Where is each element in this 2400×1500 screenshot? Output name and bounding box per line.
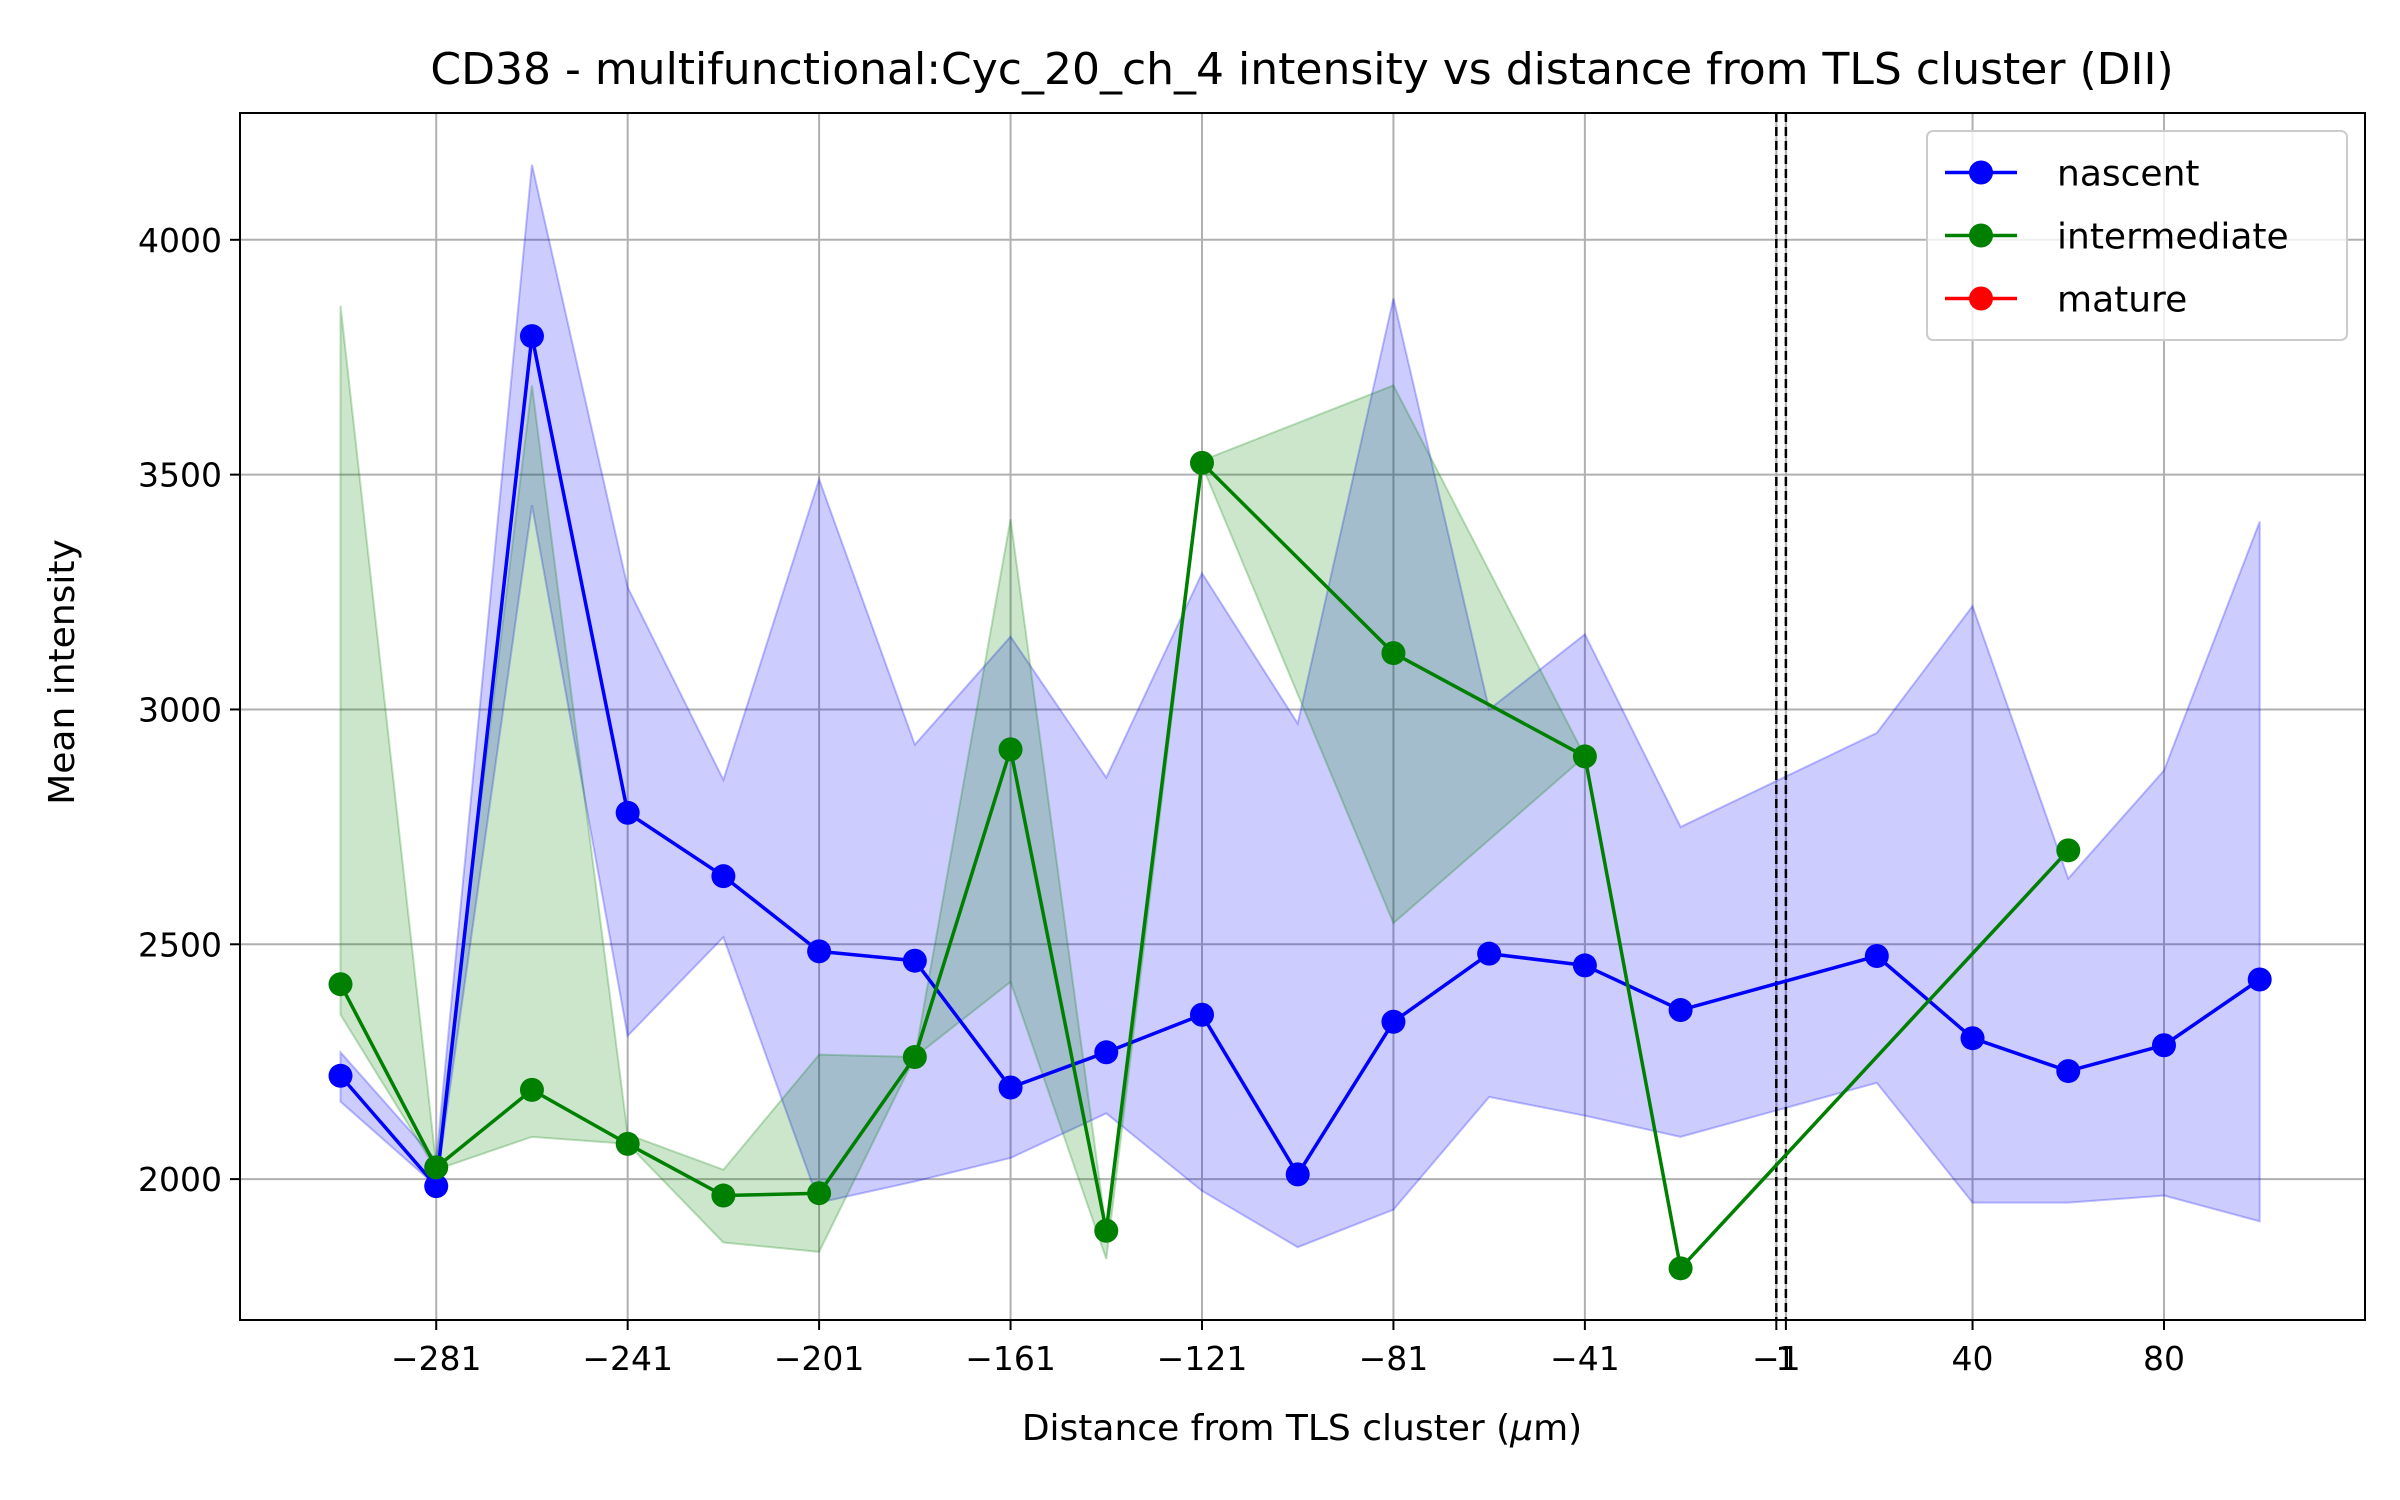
y-tick-label: 2500 bbox=[138, 925, 222, 964]
nascent-point bbox=[1285, 1162, 1310, 1187]
nascent-point bbox=[1189, 1002, 1214, 1027]
nascent-point bbox=[1477, 941, 1502, 966]
x-tick-label: −241 bbox=[582, 1339, 673, 1378]
nascent-band bbox=[339, 164, 2261, 1249]
nascent-line bbox=[339, 334, 2261, 1188]
legend: nascent intermediate mature bbox=[1926, 130, 2348, 341]
intermediate-point bbox=[328, 972, 353, 997]
intermediate-point bbox=[807, 1181, 832, 1206]
nascent-point bbox=[807, 939, 832, 964]
x-tick-label: 80 bbox=[2143, 1339, 2185, 1378]
x-axis-title: Distance from TLS cluster (μm) bbox=[1022, 1408, 1582, 1449]
intermediate-point bbox=[1189, 450, 1214, 475]
nascent-point bbox=[615, 800, 640, 825]
x-tick-label: −121 bbox=[1157, 1339, 1248, 1378]
intermediate-point bbox=[615, 1131, 640, 1156]
nascent-point bbox=[328, 1063, 353, 1088]
x-tick-label: −81 bbox=[1359, 1339, 1429, 1378]
legend-nascent-marker bbox=[1969, 160, 1993, 185]
nascent-point bbox=[1572, 953, 1597, 978]
x-tick-label: −201 bbox=[774, 1339, 865, 1378]
nascent-point bbox=[2247, 967, 2272, 992]
legend-mature-label: mature bbox=[2057, 280, 2187, 321]
nascent-point bbox=[1668, 998, 1693, 1023]
intermediate-point bbox=[1094, 1218, 1119, 1243]
nascent-point bbox=[2056, 1059, 2081, 1084]
intermediate-point bbox=[1381, 641, 1406, 666]
axis-ticks: −281 −241 −201 −161 −121 −81 −41 −11 40 80 2000 250… bbox=[138, 221, 2185, 1378]
x-tick-label: 1 bbox=[1775, 1339, 1796, 1378]
x-tick-label: −161 bbox=[965, 1339, 1056, 1378]
intermediate-point bbox=[1668, 1256, 1693, 1281]
chart-title: CD38 - multifunctional:Cyc_20_ch_4 inten… bbox=[430, 44, 2173, 95]
intermediate-point bbox=[519, 1077, 544, 1102]
intermediate-point bbox=[424, 1155, 449, 1180]
nascent-point bbox=[1960, 1026, 1985, 1051]
intermediate-point bbox=[2056, 838, 2081, 863]
intermediate-point bbox=[1572, 744, 1597, 769]
nascent-point bbox=[1864, 944, 1889, 969]
x-tick-label: −281 bbox=[391, 1339, 482, 1378]
intermediate-point bbox=[711, 1183, 736, 1208]
legend-intermediate-label: intermediate bbox=[2057, 217, 2289, 258]
nascent-point bbox=[519, 324, 544, 349]
intermediate-point bbox=[902, 1044, 927, 1069]
nascent-point bbox=[998, 1075, 1023, 1100]
y-tick-label: 2000 bbox=[138, 1160, 222, 1199]
legend-box bbox=[1926, 130, 2348, 341]
x-tick-label: −1 bbox=[1752, 1339, 1801, 1378]
reference-lines bbox=[1775, 113, 1788, 1320]
nascent-point bbox=[1094, 1040, 1119, 1065]
nascent-point bbox=[902, 948, 927, 973]
legend-nascent-label: nascent bbox=[2057, 154, 2200, 195]
nascent-point bbox=[1381, 1009, 1406, 1034]
nascent-point bbox=[711, 864, 736, 889]
nascent-point bbox=[2151, 1033, 2176, 1058]
intermediate-point bbox=[998, 737, 1023, 762]
series-lines bbox=[338, 334, 2261, 1271]
y-tick-label: 3500 bbox=[138, 456, 222, 495]
legend-intermediate-marker bbox=[1969, 223, 1993, 248]
x-tick-label: 40 bbox=[1952, 1339, 1994, 1378]
intermediate-line bbox=[338, 461, 2070, 1271]
nascent-point bbox=[424, 1174, 449, 1199]
y-axis-title: Mean intensity bbox=[42, 539, 83, 805]
x-tick-label: −41 bbox=[1550, 1339, 1620, 1378]
plot-frame bbox=[239, 112, 2366, 1321]
legend-mature-marker bbox=[1969, 286, 1993, 311]
y-tick-label: 3000 bbox=[138, 690, 222, 729]
y-tick-label: 4000 bbox=[138, 221, 222, 260]
series-points bbox=[328, 324, 2272, 1281]
